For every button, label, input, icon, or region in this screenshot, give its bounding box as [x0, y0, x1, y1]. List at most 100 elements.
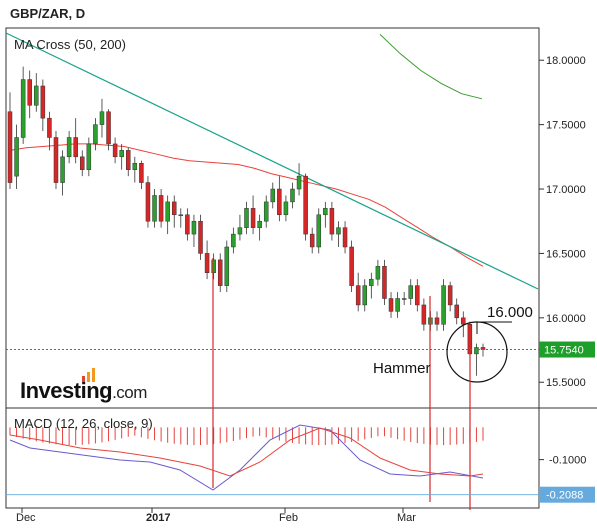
candle-body — [283, 201, 289, 216]
candle-body — [112, 143, 118, 158]
candle-body — [20, 79, 26, 138]
signal-line — [9, 427, 484, 477]
candle-body — [434, 317, 440, 325]
candle-body — [165, 201, 170, 222]
price-tick-label: 18.0000 — [546, 55, 586, 67]
candle-body — [362, 285, 367, 306]
candle-body — [145, 182, 151, 222]
candle-body — [80, 156, 85, 170]
candle-body — [375, 266, 381, 280]
chart-title: GBP/ZAR, D — [10, 6, 86, 21]
candle-body — [217, 259, 223, 286]
candle-body — [66, 137, 72, 158]
candle-body — [211, 259, 216, 273]
candle-body — [323, 208, 328, 216]
candle-body — [303, 175, 308, 235]
price-tick-label: 17.5000 — [546, 120, 586, 132]
candle-body — [408, 285, 413, 299]
candle-body — [53, 137, 59, 183]
candle-body — [244, 208, 249, 228]
plot-frame — [5, 27, 540, 509]
macd-tick-label: -0.1000 — [549, 455, 586, 467]
macd-label: MACD (12, 26, close, 9) — [14, 416, 153, 431]
ma-cross-label: MA Cross (50, 200) — [14, 37, 126, 52]
candle-body — [132, 163, 138, 170]
x-tick-label: Dec — [16, 512, 36, 524]
candle-body — [178, 214, 184, 217]
candle-body — [342, 227, 348, 248]
price-tick-label: 15.5000 — [546, 377, 586, 389]
candle-body — [382, 266, 387, 299]
candle-body — [401, 298, 407, 300]
candle-body — [296, 175, 302, 190]
macd-last-tag — [539, 486, 595, 503]
candle-body — [191, 220, 197, 235]
candle-body — [355, 285, 361, 306]
candle-body — [171, 201, 177, 216]
level-annotation: 16.000 — [487, 304, 533, 321]
candle-body — [152, 195, 157, 222]
investing-logo: Investing.com — [20, 368, 147, 404]
candle-body — [250, 208, 256, 228]
candle-body — [263, 201, 269, 222]
logo-bars-icon — [82, 368, 95, 382]
candle-body — [60, 156, 65, 183]
candle-body — [34, 85, 39, 106]
candle-body — [329, 208, 335, 235]
x-tick-label: 2017 — [146, 512, 170, 524]
hammer-annotation: Hammer — [373, 360, 431, 377]
price-tick-label: 17.0000 — [546, 184, 586, 196]
candle-body — [14, 137, 19, 177]
candle-body — [461, 317, 466, 325]
candle-body — [99, 111, 105, 125]
candle-body — [277, 188, 282, 216]
trendline — [5, 32, 539, 290]
hammer-circle — [446, 321, 508, 383]
candle-body — [316, 214, 322, 248]
candle-body — [309, 233, 315, 248]
candle-body — [336, 227, 341, 235]
candle-body — [270, 188, 276, 203]
candle-body — [198, 220, 203, 254]
candle-body — [106, 111, 111, 145]
candle-body — [40, 85, 46, 119]
candle-body — [349, 246, 354, 286]
candle-body — [93, 124, 98, 145]
price-tick-label: 16.0000 — [546, 313, 586, 325]
candle-body — [454, 304, 459, 319]
candle-body — [27, 79, 32, 106]
candle-body — [139, 163, 144, 183]
candle-body — [369, 278, 374, 286]
candle-body — [185, 214, 190, 235]
candle-body — [119, 150, 124, 158]
candle-body — [158, 195, 164, 222]
macd-line — [9, 424, 484, 491]
candle-body — [415, 285, 420, 306]
candle-body — [421, 304, 427, 325]
candle-body — [388, 298, 394, 312]
candle-body — [290, 188, 295, 203]
last-price-label: 15.7540 — [544, 345, 584, 357]
candle-body — [224, 246, 230, 286]
candle-body — [441, 285, 446, 325]
x-tick-label: Mar — [397, 512, 416, 524]
ma200-line — [379, 34, 483, 100]
candle-body — [7, 111, 13, 183]
candle-body — [447, 285, 453, 306]
last-price-tag — [539, 341, 595, 358]
x-tick-label: Feb — [279, 512, 298, 524]
candle-body — [73, 137, 78, 158]
candle-body — [47, 117, 52, 138]
candle-body — [474, 347, 479, 355]
candle-body — [231, 233, 236, 248]
candle-body — [204, 253, 210, 273]
logo-brand: Investing — [20, 378, 113, 403]
candle-body — [257, 220, 262, 228]
logo-suffix: .com — [112, 383, 147, 402]
candle-body — [395, 298, 400, 312]
macd-last-label: -0.2088 — [546, 490, 583, 502]
candle-body — [86, 143, 92, 170]
candle-body — [126, 150, 131, 170]
price-tick-label: 16.5000 — [546, 248, 586, 260]
